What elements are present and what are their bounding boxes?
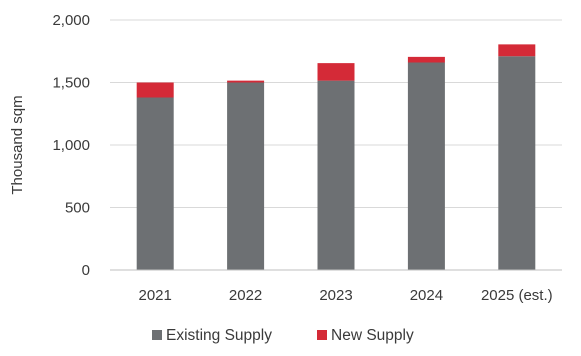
legend: Existing Supply New Supply [152,327,414,344]
bar-new-supply [317,63,355,81]
y-tick-label: 2,000 [52,12,90,29]
legend-swatch-existing [152,330,162,340]
bar-new-supply [136,82,174,98]
bar-existing-supply [317,80,355,270]
x-tick-label: 2023 [319,287,352,304]
bar-existing-supply [407,62,445,270]
legend-label: Existing Supply [166,327,272,344]
y-tick-label: 1,000 [52,137,90,154]
legend-swatch-new [317,330,327,340]
x-tick-label: 2022 [229,287,262,304]
bar-existing-supply [498,56,536,270]
y-tick-label: 500 [65,200,90,217]
y-tick-label: 1,500 [52,75,90,92]
x-tick-label: 2025 (est.) [481,287,553,304]
bar-new-supply [407,56,445,63]
bar-existing-supply [136,97,174,270]
bar-new-supply [498,44,536,57]
axes: 0 500 1,000 1,500 2,000 2021 2022 2023 2024 2025 … [52,12,562,304]
bar-existing-supply [227,82,265,270]
x-tick-label: 2024 [410,287,443,304]
bars [136,44,536,270]
bar-new-supply [227,80,265,83]
y-tick-label: 0 [82,262,90,279]
x-tick-label: 2021 [139,287,172,304]
y-axis-title: Thousand sqm [9,95,26,194]
legend-label: New Supply [331,327,414,344]
